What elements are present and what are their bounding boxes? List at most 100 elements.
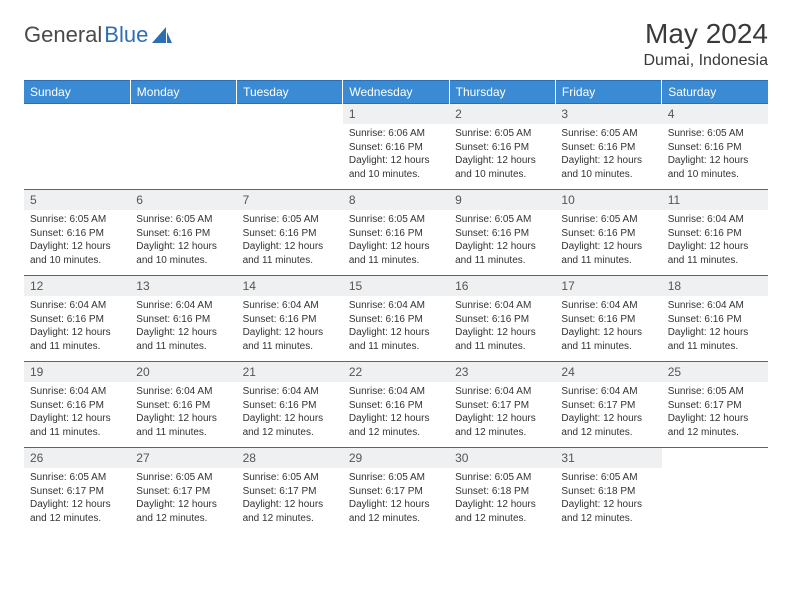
day-content-line: Sunset: 6:17 PM <box>561 399 655 413</box>
day-content-line: Sunset: 6:16 PM <box>668 227 762 241</box>
calendar-table: Sunday Monday Tuesday Wednesday Thursday… <box>24 80 768 534</box>
day-content-line: Sunrise: 6:04 AM <box>136 385 230 399</box>
day-content-line: Sunrise: 6:05 AM <box>243 471 337 485</box>
day-content: Sunrise: 6:04 AMSunset: 6:16 PMDaylight:… <box>130 296 236 356</box>
day-content-line: and 11 minutes. <box>561 340 655 354</box>
day-content-line: Sunset: 6:17 PM <box>30 485 124 499</box>
logo-text-blue: Blue <box>104 22 148 48</box>
day-content-line: Sunrise: 6:05 AM <box>561 213 655 227</box>
calendar-day-cell: 3Sunrise: 6:05 AMSunset: 6:16 PMDaylight… <box>555 104 661 190</box>
day-number: 7 <box>237 190 343 210</box>
weekday-header-row: Sunday Monday Tuesday Wednesday Thursday… <box>24 81 768 104</box>
day-content-line: Sunrise: 6:05 AM <box>30 213 124 227</box>
day-content-line: Sunset: 6:16 PM <box>561 313 655 327</box>
day-content-line: Sunrise: 6:05 AM <box>30 471 124 485</box>
day-content-line: Daylight: 12 hours <box>349 498 443 512</box>
day-content-line: Sunset: 6:16 PM <box>349 227 443 241</box>
day-content: Sunrise: 6:04 AMSunset: 6:16 PMDaylight:… <box>662 296 768 356</box>
day-content-line: Daylight: 12 hours <box>136 412 230 426</box>
day-content: Sunrise: 6:04 AMSunset: 6:16 PMDaylight:… <box>662 210 768 270</box>
day-number: 24 <box>555 362 661 382</box>
day-content-line: Daylight: 12 hours <box>30 498 124 512</box>
day-content: Sunrise: 6:04 AMSunset: 6:17 PMDaylight:… <box>555 382 661 442</box>
day-content-line: Daylight: 12 hours <box>668 240 762 254</box>
day-content-line: Sunrise: 6:05 AM <box>668 385 762 399</box>
weekday-monday: Monday <box>130 81 236 104</box>
calendar-day-cell: 6Sunrise: 6:05 AMSunset: 6:16 PMDaylight… <box>130 190 236 276</box>
day-content-line: Sunrise: 6:05 AM <box>136 213 230 227</box>
day-content-line: Sunrise: 6:04 AM <box>668 299 762 313</box>
day-number: 3 <box>555 104 661 124</box>
day-content-line: Sunset: 6:16 PM <box>136 227 230 241</box>
day-content-line: Sunrise: 6:05 AM <box>136 471 230 485</box>
calendar-day-cell: 1Sunrise: 6:06 AMSunset: 6:16 PMDaylight… <box>343 104 449 190</box>
weekday-sunday: Sunday <box>24 81 130 104</box>
day-content-line: Daylight: 12 hours <box>243 240 337 254</box>
day-content-line: Sunset: 6:16 PM <box>243 227 337 241</box>
day-content: Sunrise: 6:06 AMSunset: 6:16 PMDaylight:… <box>343 124 449 184</box>
day-content-line: and 11 minutes. <box>455 254 549 268</box>
day-content-line: Daylight: 12 hours <box>349 240 443 254</box>
day-content-line: Sunrise: 6:06 AM <box>349 127 443 141</box>
day-content-line: Sunrise: 6:04 AM <box>30 385 124 399</box>
day-content-line: and 12 minutes. <box>455 512 549 526</box>
day-content-line: Daylight: 12 hours <box>455 154 549 168</box>
day-content-line: and 12 minutes. <box>561 512 655 526</box>
day-content: Sunrise: 6:05 AMSunset: 6:16 PMDaylight:… <box>24 210 130 270</box>
day-content-line: and 11 minutes. <box>561 254 655 268</box>
day-content-line: and 10 minutes. <box>561 168 655 182</box>
day-content-line: and 11 minutes. <box>30 340 124 354</box>
day-content: Sunrise: 6:05 AMSunset: 6:16 PMDaylight:… <box>130 210 236 270</box>
day-content: Sunrise: 6:04 AMSunset: 6:16 PMDaylight:… <box>24 382 130 442</box>
day-content-line: Daylight: 12 hours <box>455 412 549 426</box>
day-content-line: Sunset: 6:16 PM <box>30 399 124 413</box>
day-content-line: and 12 minutes. <box>30 512 124 526</box>
day-content-line: Sunrise: 6:04 AM <box>668 213 762 227</box>
day-content-line: Sunset: 6:17 PM <box>668 399 762 413</box>
calendar-day-cell: 17Sunrise: 6:04 AMSunset: 6:16 PMDayligh… <box>555 276 661 362</box>
calendar-body: 1Sunrise: 6:06 AMSunset: 6:16 PMDaylight… <box>24 104 768 534</box>
day-content-line: and 11 minutes. <box>136 426 230 440</box>
day-content <box>24 124 130 130</box>
weekday-thursday: Thursday <box>449 81 555 104</box>
day-content: Sunrise: 6:05 AMSunset: 6:17 PMDaylight:… <box>24 468 130 528</box>
day-content: Sunrise: 6:04 AMSunset: 6:16 PMDaylight:… <box>130 382 236 442</box>
day-content-line: Daylight: 12 hours <box>561 154 655 168</box>
day-content-line: Sunrise: 6:04 AM <box>561 299 655 313</box>
day-content-line: Sunrise: 6:04 AM <box>349 385 443 399</box>
calendar-page: General Blue May 2024 Dumai, Indonesia S… <box>0 0 792 552</box>
calendar-day-cell: 13Sunrise: 6:04 AMSunset: 6:16 PMDayligh… <box>130 276 236 362</box>
day-content-line: Daylight: 12 hours <box>243 498 337 512</box>
day-number: 25 <box>662 362 768 382</box>
day-content-line: and 11 minutes. <box>30 426 124 440</box>
day-content-line: and 12 minutes. <box>668 426 762 440</box>
day-content-line: Sunset: 6:17 PM <box>243 485 337 499</box>
day-content: Sunrise: 6:05 AMSunset: 6:16 PMDaylight:… <box>662 124 768 184</box>
calendar-day-cell: 28Sunrise: 6:05 AMSunset: 6:17 PMDayligh… <box>237 448 343 534</box>
day-content-line: and 11 minutes. <box>243 254 337 268</box>
calendar-day-cell: 30Sunrise: 6:05 AMSunset: 6:18 PMDayligh… <box>449 448 555 534</box>
day-content <box>237 124 343 130</box>
day-content: Sunrise: 6:05 AMSunset: 6:17 PMDaylight:… <box>237 468 343 528</box>
day-content: Sunrise: 6:05 AMSunset: 6:16 PMDaylight:… <box>449 210 555 270</box>
calendar-day-cell <box>237 104 343 190</box>
day-content-line: and 12 minutes. <box>136 512 230 526</box>
day-content-line: Sunrise: 6:05 AM <box>349 471 443 485</box>
day-content-line: Sunrise: 6:05 AM <box>349 213 443 227</box>
day-number: 31 <box>555 448 661 468</box>
day-content-line: and 12 minutes. <box>349 426 443 440</box>
logo: General Blue <box>24 22 172 48</box>
day-content-line: Sunrise: 6:04 AM <box>455 385 549 399</box>
day-content-line: Sunrise: 6:04 AM <box>561 385 655 399</box>
day-content-line: Sunset: 6:16 PM <box>668 313 762 327</box>
day-content: Sunrise: 6:05 AMSunset: 6:17 PMDaylight:… <box>343 468 449 528</box>
day-content-line: Sunrise: 6:04 AM <box>243 299 337 313</box>
day-number: 10 <box>555 190 661 210</box>
calendar-day-cell: 15Sunrise: 6:04 AMSunset: 6:16 PMDayligh… <box>343 276 449 362</box>
calendar-day-cell: 24Sunrise: 6:04 AMSunset: 6:17 PMDayligh… <box>555 362 661 448</box>
calendar-week-row: 1Sunrise: 6:06 AMSunset: 6:16 PMDaylight… <box>24 104 768 190</box>
day-number: 22 <box>343 362 449 382</box>
day-content-line: Sunset: 6:16 PM <box>349 399 443 413</box>
day-content-line: Sunrise: 6:05 AM <box>668 127 762 141</box>
calendar-day-cell: 4Sunrise: 6:05 AMSunset: 6:16 PMDaylight… <box>662 104 768 190</box>
